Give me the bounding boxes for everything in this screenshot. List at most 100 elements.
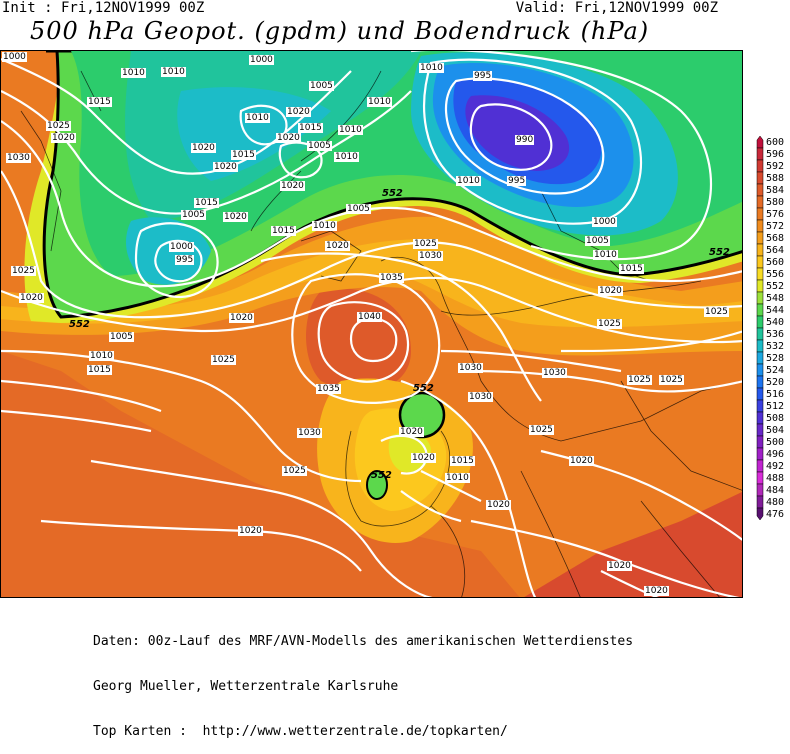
isobar-label: 1020 bbox=[399, 427, 424, 437]
legend-label: 500 bbox=[766, 437, 784, 448]
isobar-label: 1010 bbox=[445, 473, 470, 483]
isobar-label: 1015 bbox=[87, 365, 112, 375]
legend-swatch bbox=[756, 267, 764, 281]
legend-label: 504 bbox=[766, 425, 784, 436]
legend-swatch bbox=[756, 399, 764, 413]
isobar-label: 1020 bbox=[280, 181, 305, 191]
isobar-label: 1010 bbox=[312, 221, 337, 231]
isobar-label: 1035 bbox=[379, 273, 404, 283]
isobar-label: 1015 bbox=[87, 97, 112, 107]
init-time: Init : Fri,12NOV1999 00Z bbox=[2, 0, 205, 16]
legend-swatch bbox=[756, 231, 764, 245]
legend-label: 556 bbox=[766, 269, 784, 280]
isobar-label: 995 bbox=[473, 71, 493, 81]
legend-label: 548 bbox=[766, 293, 784, 304]
legend-label: 576 bbox=[766, 209, 784, 220]
isobar-label: 1020 bbox=[276, 133, 301, 143]
legend-label: 476 bbox=[766, 509, 784, 520]
isobar-label: 1020 bbox=[607, 561, 632, 571]
isobar-label: 1005 bbox=[109, 332, 134, 342]
isobar-label: 1020 bbox=[325, 241, 350, 251]
isobar-label: 1035 bbox=[316, 384, 341, 394]
isobar-label: 1020 bbox=[229, 313, 254, 323]
isobar-label: 995 bbox=[175, 255, 195, 265]
isobar-label: 1010 bbox=[334, 152, 359, 162]
legend-swatch bbox=[756, 423, 764, 437]
isobar-label: 1005 bbox=[346, 204, 371, 214]
isobar-label: 1030 bbox=[542, 368, 567, 378]
geopotential-label: 552 bbox=[69, 319, 90, 330]
legend-label: 596 bbox=[766, 149, 784, 160]
legend-swatch bbox=[756, 147, 764, 161]
legend-label: 512 bbox=[766, 401, 784, 412]
isobar-label: 1005 bbox=[309, 81, 334, 91]
legend-swatch bbox=[756, 447, 764, 461]
legend-label: 480 bbox=[766, 497, 784, 508]
isobar-label: 1020 bbox=[644, 586, 669, 596]
isobar-label: 1025 bbox=[282, 466, 307, 476]
isobar-label: 1020 bbox=[286, 107, 311, 117]
isobar-label: 1025 bbox=[627, 375, 652, 385]
legend-label: 600 bbox=[766, 137, 784, 148]
isobar-label: 1025 bbox=[597, 319, 622, 329]
isobar-label: 1025 bbox=[529, 425, 554, 435]
legend-swatch bbox=[756, 339, 764, 353]
legend-label: 484 bbox=[766, 485, 784, 496]
isobar-label: 1000 bbox=[249, 55, 274, 65]
isobar-label: 1000 bbox=[592, 217, 617, 227]
isobar-label: 1010 bbox=[593, 250, 618, 260]
legend-swatch bbox=[756, 507, 764, 521]
isobar-label: 1030 bbox=[458, 363, 483, 373]
legend-swatch bbox=[756, 387, 764, 401]
legend-label: 524 bbox=[766, 365, 784, 376]
legend-swatch bbox=[756, 375, 764, 389]
isobar-label: 1030 bbox=[468, 392, 493, 402]
isobar-label: 1000 bbox=[169, 242, 194, 252]
isobar-label: 1025 bbox=[46, 121, 71, 131]
isobar-label: 1020 bbox=[569, 456, 594, 466]
legend-label: 572 bbox=[766, 221, 784, 232]
legend-swatch bbox=[756, 279, 764, 293]
isobar-label: 1030 bbox=[418, 251, 443, 261]
legend-swatch bbox=[756, 171, 764, 185]
legend-label: 540 bbox=[766, 317, 784, 328]
legend-swatch bbox=[756, 303, 764, 317]
legend-label: 516 bbox=[766, 389, 784, 400]
isobar-label: 995 bbox=[507, 176, 527, 186]
legend-swatch bbox=[756, 243, 764, 257]
legend-label: 584 bbox=[766, 185, 784, 196]
legend-label: 488 bbox=[766, 473, 784, 484]
isobar-label: 1015 bbox=[231, 150, 256, 160]
isobar-label: 1020 bbox=[598, 286, 623, 296]
isobar-label: 1020 bbox=[223, 212, 248, 222]
legend-label: 592 bbox=[766, 161, 784, 172]
legend-swatch bbox=[756, 459, 764, 473]
isobar-label: 1020 bbox=[191, 143, 216, 153]
legend-label: 588 bbox=[766, 173, 784, 184]
legend-label: 536 bbox=[766, 329, 784, 340]
isobar-label: 1020 bbox=[411, 453, 436, 463]
legend-label: 496 bbox=[766, 449, 784, 460]
geopotential-label: 552 bbox=[382, 188, 403, 199]
legend-swatch bbox=[756, 411, 764, 425]
credits-link[interactable]: Top Karten : http://www.wetterzentrale.d… bbox=[93, 724, 508, 739]
legend-swatch bbox=[756, 363, 764, 377]
legend-swatch bbox=[756, 291, 764, 305]
isobar-label: 1010 bbox=[245, 113, 270, 123]
legend-swatch bbox=[756, 471, 764, 485]
legend-swatch bbox=[756, 135, 764, 149]
credits: Daten: 00z-Lauf des MRF/AVN-Modells des … bbox=[93, 604, 633, 754]
legend-label: 552 bbox=[766, 281, 784, 292]
credits-author: Georg Mueller, Wetterzentrale Karlsruhe bbox=[93, 679, 399, 694]
legend-swatch bbox=[756, 435, 764, 449]
isobar-label: 1005 bbox=[181, 210, 206, 220]
legend-swatch bbox=[756, 195, 764, 209]
isobar-label: 1010 bbox=[121, 68, 146, 78]
isobar-label: 1000 bbox=[2, 52, 27, 62]
legend-label: 580 bbox=[766, 197, 784, 208]
legend-label: 508 bbox=[766, 413, 784, 424]
legend-swatch bbox=[756, 219, 764, 233]
geopotential-label: 552 bbox=[709, 247, 730, 258]
isobar-label: 1020 bbox=[486, 500, 511, 510]
isobar-label: 1025 bbox=[211, 355, 236, 365]
